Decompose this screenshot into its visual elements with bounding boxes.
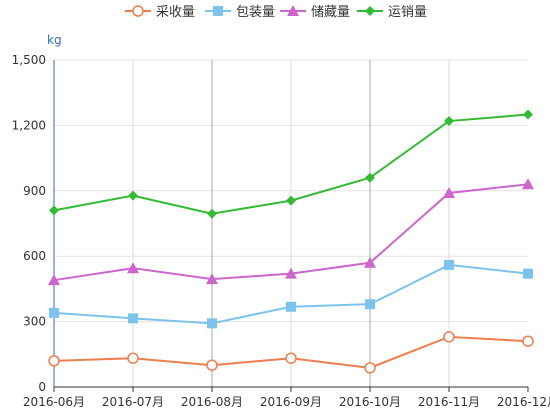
data-point: [365, 299, 375, 310]
data-point: [443, 331, 455, 343]
y-tick-label: 900: [23, 184, 46, 198]
series-3: [48, 178, 534, 286]
series-group: [48, 109, 534, 374]
x-tick-label: 2016-08月: [181, 395, 243, 409]
legend-item-2: 包装量: [205, 5, 275, 20]
data-point: [523, 109, 533, 120]
legend-marker: [213, 6, 223, 16]
legend-item-3: 储藏量: [280, 5, 350, 20]
x-tick-label: 2016-09月: [260, 395, 322, 409]
y-tick-label: 300: [23, 315, 46, 329]
data-point: [364, 256, 376, 268]
data-point: [128, 190, 138, 201]
data-point: [206, 273, 218, 285]
series-1: [48, 331, 534, 374]
legend: 采收量 包装量 储藏量 运销量: [125, 5, 427, 20]
data-point: [444, 259, 454, 270]
legend-label: 包装量: [236, 5, 275, 20]
data-point: [127, 352, 139, 364]
data-point: [364, 362, 376, 374]
x-tick-label: 2016-07月: [102, 395, 164, 409]
y-tick-labels: 0 300 600 900 1,200 1,500: [12, 53, 46, 394]
legend-item-4: 运销量: [357, 5, 427, 20]
data-point: [48, 355, 60, 367]
legend-label: 储藏量: [311, 5, 350, 20]
legend-marker: [365, 6, 375, 16]
data-point: [523, 268, 533, 279]
x-tick-labels: 2016-06月 2016-07月 2016-08月 2016-09月 2016-10月…: [23, 395, 550, 409]
data-point: [444, 116, 454, 127]
data-point: [207, 208, 217, 219]
legend-item-1: 采收量: [125, 5, 195, 20]
data-point: [285, 267, 297, 279]
legend-marker: [132, 5, 144, 17]
data-point: [48, 274, 60, 286]
y-tick-label: 600: [23, 249, 46, 263]
data-point: [522, 178, 534, 190]
data-point: [522, 335, 534, 347]
data-point: [49, 205, 59, 216]
data-point: [128, 313, 138, 324]
series-4: [49, 109, 533, 219]
data-point: [443, 186, 455, 198]
legend-label: 采收量: [156, 5, 195, 20]
data-point: [286, 195, 296, 206]
legend-marker: [287, 5, 299, 16]
x-tick-label: 2016-12月: [497, 395, 550, 409]
data-point: [206, 359, 218, 371]
series-2: [49, 259, 533, 329]
data-point: [49, 307, 59, 318]
data-point: [286, 301, 296, 312]
x-tick-label: 2016-10月: [339, 395, 401, 409]
data-point: [127, 262, 139, 274]
x-tick-label: 2016-06月: [23, 395, 85, 409]
data-point: [285, 352, 297, 364]
y-tick-label: 1,500: [12, 53, 46, 67]
x-tick-label: 2016-11月: [418, 395, 480, 409]
data-point: [207, 318, 217, 329]
legend-label: 运销量: [388, 5, 427, 20]
y-tick-label: 0: [38, 380, 46, 394]
y-tick-label: 1,200: [12, 118, 46, 132]
axes: [53, 60, 529, 392]
y-axis-unit-label: kg: [47, 33, 62, 47]
data-point: [365, 172, 375, 183]
